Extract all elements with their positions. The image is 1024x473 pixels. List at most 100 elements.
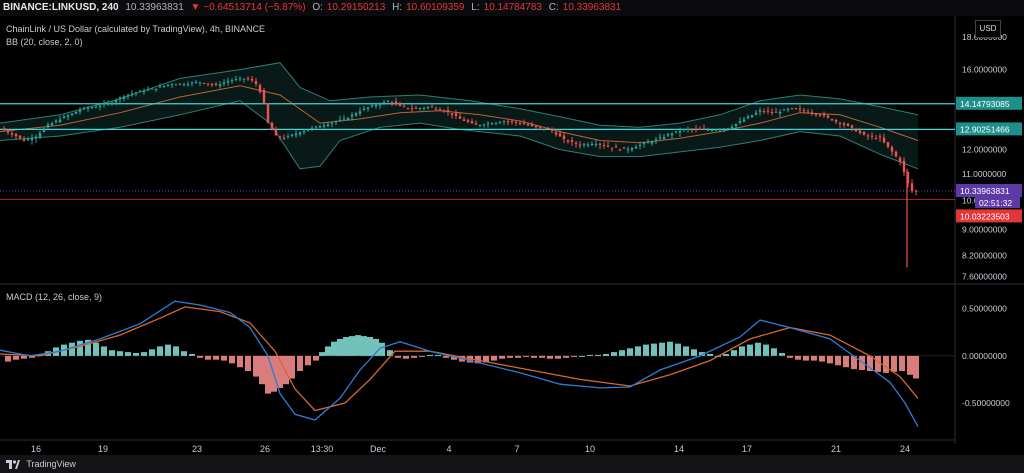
macd-hist-bar (515, 355, 521, 358)
candle-body (614, 146, 618, 148)
candle-body (514, 122, 518, 123)
macd-hist-bar (337, 338, 343, 356)
candle-body (582, 144, 586, 146)
macd-hist-bar (245, 355, 251, 371)
footer-bar: TradingView (0, 455, 1024, 473)
candle-body (850, 125, 854, 128)
macd-hist-bar (5, 355, 11, 362)
macd-hist-bar (237, 355, 243, 368)
candle-body (662, 137, 666, 140)
macd-hist-bar (229, 355, 235, 364)
brand-label[interactable]: TradingView (26, 459, 76, 469)
candle-body (686, 129, 690, 131)
macd-hist-bar (85, 339, 91, 356)
price-change: ▼ −0.64513714 (−5.87%) (190, 2, 306, 13)
candle-body (10, 133, 14, 135)
candle-body (774, 111, 778, 113)
candle-body (58, 119, 62, 122)
macd-hist-bar (531, 355, 537, 358)
macd-hist-bar (635, 346, 641, 356)
candle-body (214, 84, 218, 85)
candle-body (34, 136, 38, 139)
macd-hist-bar (587, 354, 593, 356)
candle-body (522, 123, 526, 125)
candle-body (646, 142, 650, 144)
resistance-1-tag-bg (956, 96, 1022, 110)
macd-hist-bar (731, 350, 737, 356)
macd-hist-bar (867, 355, 873, 371)
candle-body (202, 83, 206, 84)
close-label: C: (548, 2, 559, 13)
candle-body (238, 78, 242, 80)
candle-body (746, 116, 750, 119)
candle-body (882, 137, 886, 143)
candle-body (26, 138, 30, 141)
candle-body (134, 92, 138, 94)
candle-body (194, 82, 198, 84)
candle-body (218, 84, 222, 87)
candle-body (306, 129, 310, 131)
price-chart[interactable]: 18.000000016.000000014.000000012.0000000… (0, 16, 1024, 455)
price-tick-label: 8.20000000 (962, 251, 1007, 261)
macd-hist-bar (603, 354, 609, 356)
candle-body (454, 113, 458, 116)
candle-body (730, 126, 734, 129)
candle-body (862, 131, 866, 135)
bb-fill (0, 62, 918, 169)
macd-hist-bar (499, 355, 505, 359)
candle-body (838, 122, 842, 124)
candle-body (410, 108, 414, 110)
candle-body (250, 78, 254, 81)
macd-hist-bar (265, 355, 271, 394)
candle-body (398, 103, 402, 107)
candle-body (278, 136, 282, 138)
currency-button[interactable]: USD (975, 20, 1001, 38)
time-tick-label: 14 (674, 444, 684, 454)
candle-body (642, 143, 646, 144)
macd-hist-bar (627, 348, 633, 356)
macd-hist-bar (133, 353, 139, 356)
candle-body (550, 129, 554, 131)
macd-hist-bar (571, 355, 577, 357)
macd-hist-bar (659, 342, 665, 356)
candle-body (222, 82, 226, 84)
candle-body (266, 103, 270, 123)
candle-body (650, 142, 654, 144)
candle-body (898, 157, 902, 163)
candle-body (282, 137, 286, 139)
macd-hist-bar (667, 341, 673, 356)
candle-body (570, 140, 574, 142)
macd-hist-bar (691, 349, 697, 356)
candle-body (422, 107, 426, 109)
macd-hist-bar (899, 355, 905, 371)
candle-body (458, 116, 462, 119)
candle-body (742, 119, 746, 122)
candle-body (834, 120, 838, 122)
macd-hist-bar (611, 352, 617, 356)
candle-body (578, 144, 582, 146)
macd-hist-bar (349, 336, 355, 356)
candle-body (466, 120, 470, 122)
last-price: 10.33963831 (125, 2, 184, 13)
candle-body (874, 138, 878, 140)
high-value: 10.60109359 (406, 2, 465, 13)
price-tick-label: 11.0000000 (962, 169, 1007, 179)
candle-body (198, 82, 202, 84)
candle-body (254, 81, 258, 84)
time-tick-label: 17 (742, 444, 752, 454)
macd-hist-bar (373, 338, 379, 356)
macd-hist-bar (313, 355, 319, 361)
candle-body (542, 128, 546, 130)
bb-legend[interactable]: BB (20, close, 2, 0) (6, 37, 83, 47)
candle-body (118, 97, 122, 100)
macd-legend[interactable]: MACD (12, 26, close, 9) (6, 292, 103, 302)
macd-hist-bar (319, 352, 325, 356)
symbol-label[interactable]: BINANCE:LINKUSD, 240 (3, 2, 119, 13)
price-tick-label: 7.60000000 (962, 272, 1007, 282)
candle-body (690, 129, 694, 131)
open-value: 10.29150213 (326, 2, 386, 13)
candle-body (2, 128, 6, 131)
candle-body (62, 116, 66, 118)
countdown-bg (975, 197, 1020, 208)
candle-body (230, 80, 234, 82)
